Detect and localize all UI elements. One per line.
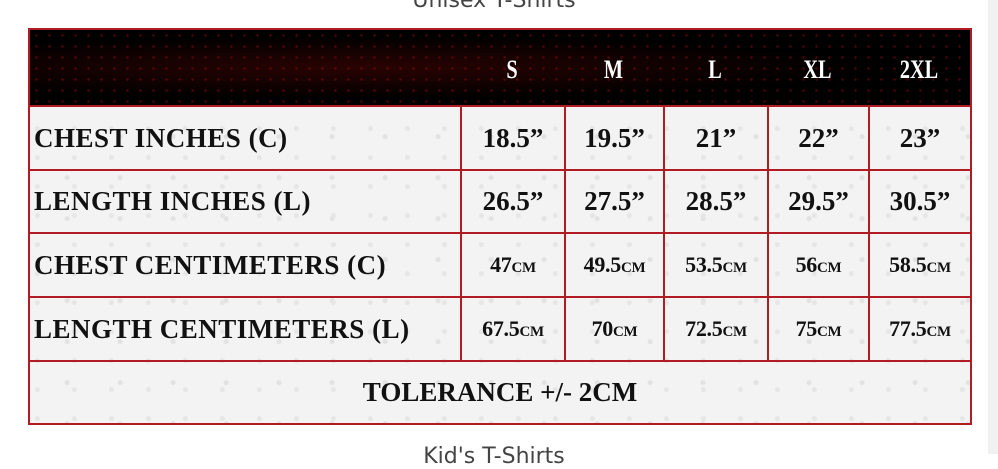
- size-header-l: L: [708, 55, 722, 84]
- size-value-m: 19.5”: [564, 107, 663, 169]
- section-title-unisex: Unisex T-Shirts: [412, 0, 576, 13]
- size-value-2xl: 58.5cm: [868, 234, 970, 296]
- size-value-l: 28.5”: [663, 170, 767, 232]
- size-value-2xl: 77.5cm: [868, 298, 970, 360]
- size-value-xl: 75cm: [767, 298, 868, 360]
- size-value-l: 53.5cm: [663, 234, 767, 296]
- size-value-2xl: 30.5”: [868, 170, 970, 232]
- size-value-m: 27.5”: [564, 170, 663, 232]
- section-title-kids: Kid's T-Shirts: [423, 444, 565, 469]
- size-header-2xl: 2XL: [899, 55, 939, 84]
- row-label: CHEST CENTIMETERS (C): [34, 249, 387, 280]
- size-value-s: 26.5”: [460, 170, 564, 232]
- size-value-xl: 22”: [767, 107, 868, 169]
- size-header-m: M: [603, 55, 624, 84]
- row-label: LENGTH CENTIMETERS (L): [34, 313, 410, 344]
- size-header-xl: XL: [803, 55, 832, 84]
- size-value-s: 18.5”: [460, 107, 564, 169]
- size-value-s: 47cm: [460, 234, 564, 296]
- size-chart: S M L XL 2XL CHEST INCHES (C) 18.5” 19.5” 21” 22…: [28, 28, 972, 425]
- size-value-xl: 56cm: [767, 234, 868, 296]
- table-row: LENGTH CENTIMETERS (L) 67.5cm 70cm 72.5cm 75…: [30, 298, 970, 362]
- table-row: CHEST INCHES (C) 18.5” 19.5” 21” 22” 23”: [30, 107, 970, 171]
- size-value-m: 70cm: [564, 298, 663, 360]
- size-value-m: 49.5cm: [564, 234, 663, 296]
- tolerance-note: TOLERANCE +/- 2CM: [362, 377, 638, 407]
- table-row: LENGTH INCHES (L) 26.5” 27.5” 28.5” 29.5” 30.…: [30, 170, 970, 234]
- size-value-2xl: 23”: [868, 107, 970, 169]
- size-header-s: S: [506, 55, 518, 84]
- size-value-s: 67.5cm: [460, 298, 564, 360]
- size-header-row: S M L XL 2XL: [30, 30, 970, 107]
- row-label: CHEST INCHES (C): [34, 122, 288, 153]
- size-value-xl: 29.5”: [767, 170, 868, 232]
- size-value-l: 21”: [663, 107, 767, 169]
- scrollbar[interactable]: [988, 0, 998, 454]
- table-row: CHEST CENTIMETERS (C) 47cm 49.5cm 53.5cm 56c…: [30, 234, 970, 298]
- size-value-l: 72.5cm: [663, 298, 767, 360]
- row-label: LENGTH INCHES (L): [34, 185, 312, 216]
- splatter-texture: [30, 30, 970, 105]
